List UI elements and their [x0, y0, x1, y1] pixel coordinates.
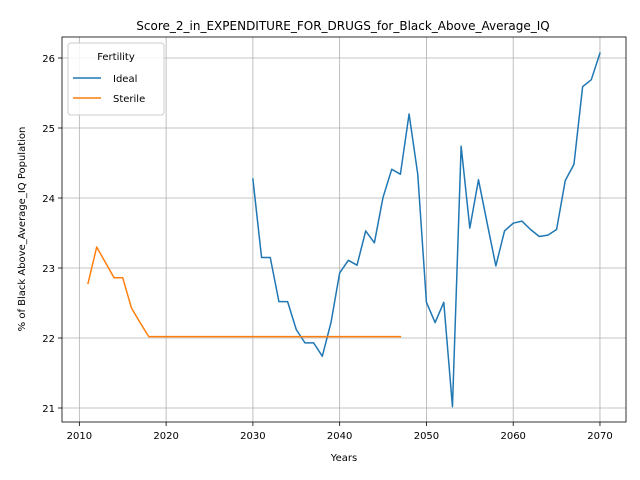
y-tick-label: 22	[42, 334, 55, 345]
x-tick-label: 2030	[240, 431, 265, 442]
y-tick-label: 26	[42, 54, 55, 65]
y-tick-label: 25	[42, 124, 55, 135]
legend: Fertility Ideal Sterile	[67, 42, 165, 116]
series-line-ideal	[252, 52, 601, 408]
x-tick-label: 2020	[153, 431, 178, 442]
y-tick-label: 21	[42, 404, 55, 415]
x-tick-label: 2050	[414, 431, 439, 442]
x-tick-label: 2010	[67, 431, 92, 442]
y-axis-label: % of Black Above_Average_IQ Population	[17, 127, 28, 332]
x-axis-label: Years	[330, 453, 357, 464]
x-tick-label: 2070	[587, 431, 612, 442]
series-lines	[87, 52, 601, 408]
legend-label-ideal: Ideal	[113, 74, 137, 85]
chart-title: Score_2_in_EXPENDITURE_FOR_DRUGS_for_Bla…	[136, 19, 549, 33]
plot-area-frame	[61, 36, 627, 423]
y-tick-label: 24	[42, 194, 55, 205]
y-tick-label: 23	[42, 264, 55, 275]
legend-title: Fertility	[97, 52, 135, 63]
axis-ticks: 2010 2020 2030 2040 2050 2060 2070 21 22 23 24 25 26	[42, 54, 612, 442]
x-tick-label: 2060	[500, 431, 525, 442]
x-tick-label: 2040	[327, 431, 352, 442]
grid	[62, 37, 626, 422]
series-line-sterile	[87, 246, 402, 338]
legend-label-sterile: Sterile	[113, 94, 145, 105]
legend-box	[67, 42, 165, 116]
